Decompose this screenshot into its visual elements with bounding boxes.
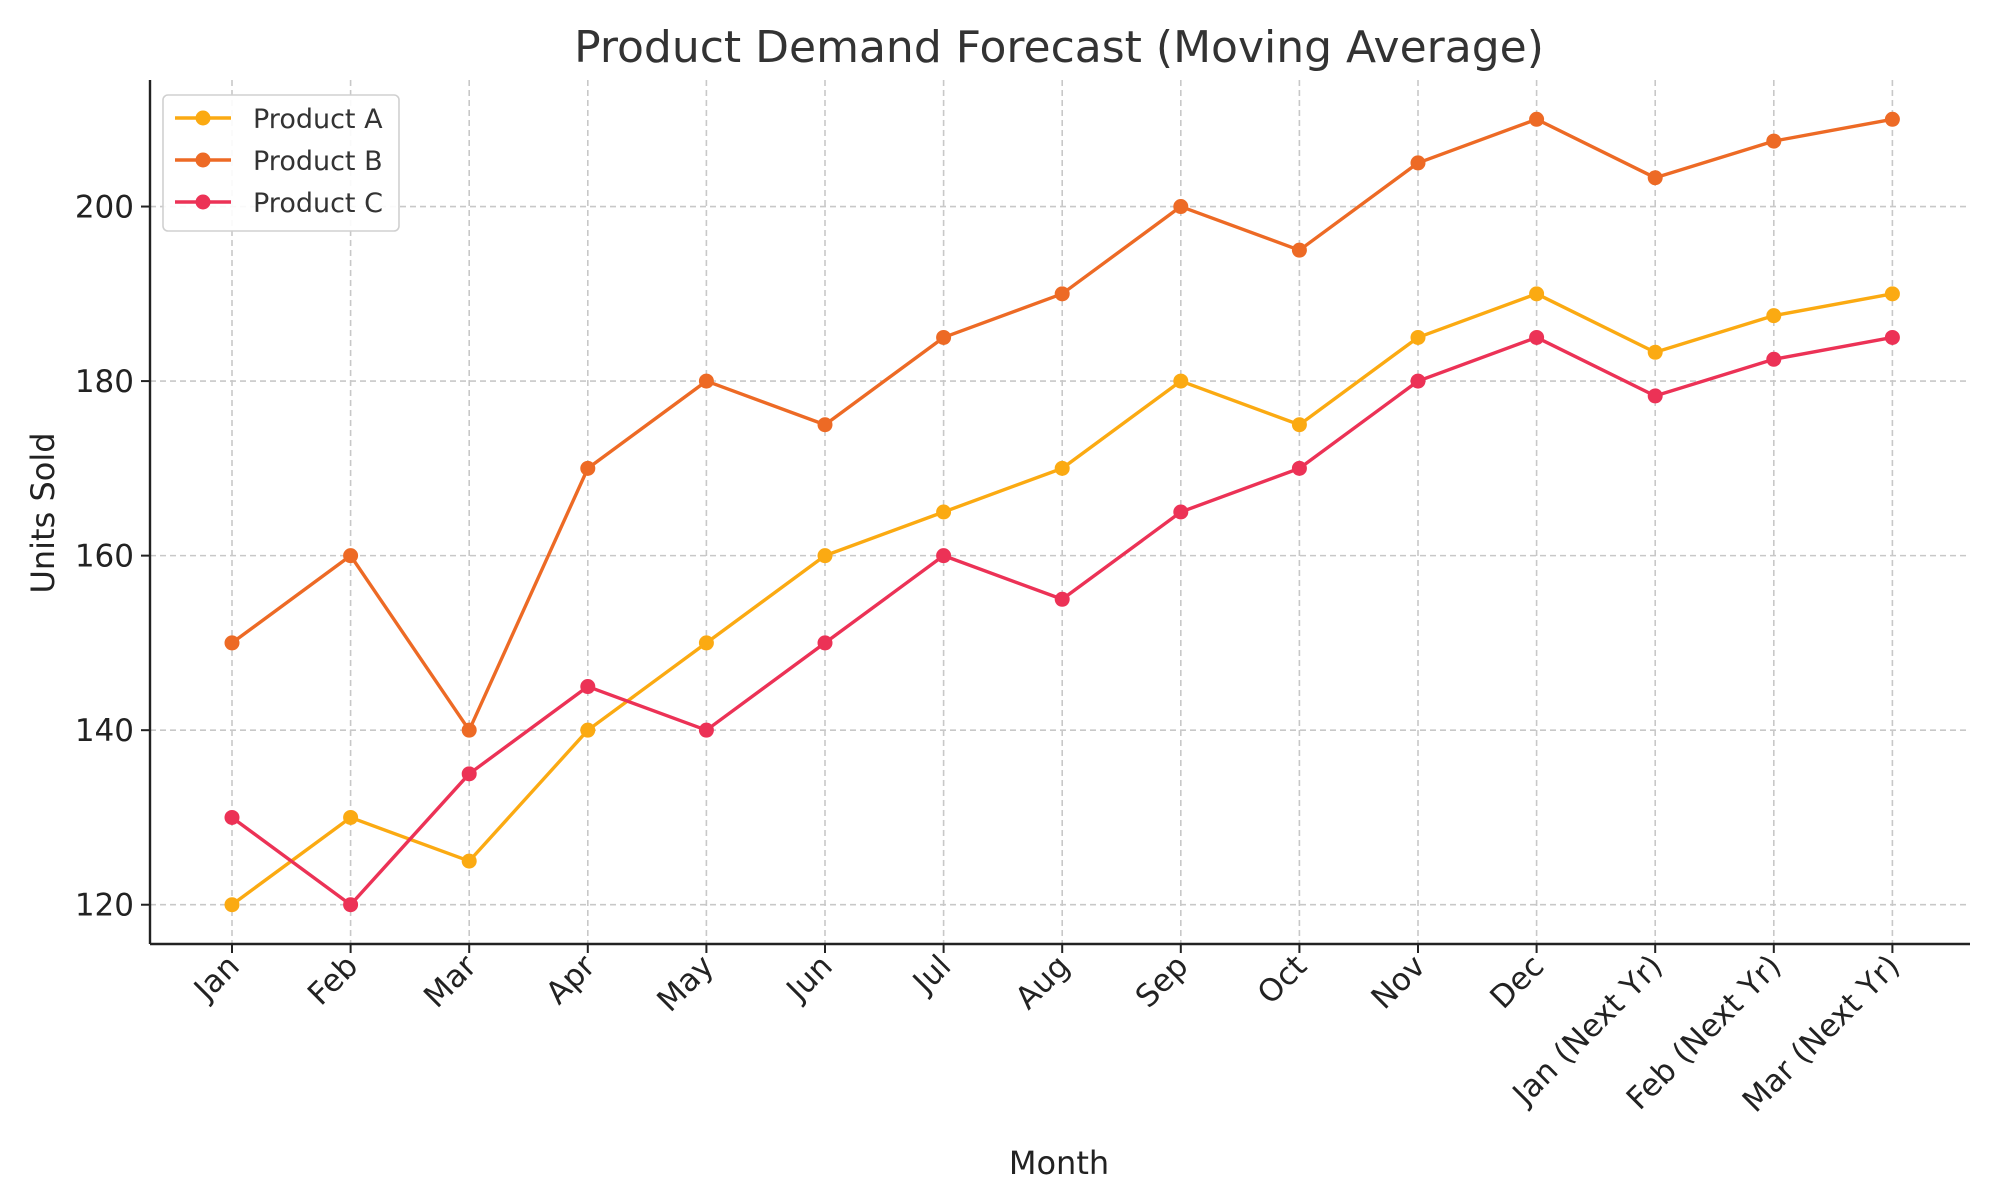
legend-swatch-marker xyxy=(195,152,211,168)
data-point xyxy=(1291,242,1307,258)
data-point xyxy=(1884,329,1900,345)
data-point xyxy=(1766,133,1782,149)
series-group xyxy=(224,329,1900,913)
data-point xyxy=(698,635,714,651)
data-point xyxy=(698,373,714,389)
data-point xyxy=(1054,591,1070,607)
data-point xyxy=(1173,199,1189,215)
x-tick-label: Jun xyxy=(779,948,840,1009)
x-tick-label: Mar xyxy=(417,948,484,1015)
data-point xyxy=(1173,504,1189,520)
data-point xyxy=(1884,286,1900,302)
series-group xyxy=(224,286,1900,913)
data-point xyxy=(580,460,596,476)
legend-label: Product A xyxy=(253,104,383,135)
x-tick-label: Oct xyxy=(1251,948,1314,1011)
series-group xyxy=(224,111,1900,738)
y-tick-label: 120 xyxy=(75,888,134,924)
legend-label: Product B xyxy=(253,146,383,177)
data-point xyxy=(580,679,596,695)
data-point xyxy=(461,853,477,869)
y-tick-label: 200 xyxy=(75,190,134,226)
x-axis-label: Month xyxy=(1009,1144,1109,1182)
x-tick-label: Jan xyxy=(186,948,247,1009)
legend-swatch-marker xyxy=(195,110,211,126)
data-point xyxy=(936,329,952,345)
legend-swatch-marker xyxy=(195,194,211,210)
data-point xyxy=(343,897,359,913)
x-tick-label: Apr xyxy=(539,948,603,1012)
data-point xyxy=(224,897,240,913)
data-point xyxy=(1529,286,1545,302)
data-point xyxy=(1410,373,1426,389)
data-point xyxy=(1291,417,1307,433)
legend-frame xyxy=(162,94,400,232)
data-point xyxy=(1647,170,1663,186)
y-tick-label: 160 xyxy=(75,539,134,575)
x-tick-label: Aug xyxy=(1009,948,1077,1016)
x-tick-label: Nov xyxy=(1364,948,1432,1016)
y-tick-label: 140 xyxy=(75,713,134,749)
data-point xyxy=(698,722,714,738)
data-point xyxy=(343,548,359,564)
data-point xyxy=(461,766,477,782)
data-point xyxy=(1410,155,1426,171)
data-point xyxy=(224,635,240,651)
data-point xyxy=(1766,308,1782,324)
data-point xyxy=(343,809,359,825)
data-point xyxy=(461,722,477,738)
data-point xyxy=(817,548,833,564)
data-point xyxy=(1766,351,1782,367)
data-point xyxy=(1291,460,1307,476)
ticks: Jan Feb Mar Apr May Jun Jul Aug Sep Oct Nov DecJan … xyxy=(75,190,1907,1120)
data-point xyxy=(817,417,833,433)
x-tick-label: May xyxy=(650,948,721,1019)
data-point xyxy=(1529,329,1545,345)
x-tick-label: Jul xyxy=(905,948,958,1001)
data-point xyxy=(936,504,952,520)
x-tick-label: Feb xyxy=(301,948,365,1012)
x-tick-label: Sep xyxy=(1129,948,1196,1015)
data-point xyxy=(224,809,240,825)
y-tick-label: 180 xyxy=(75,364,134,400)
data-point xyxy=(1054,286,1070,302)
data-point xyxy=(580,722,596,738)
data-point xyxy=(1529,111,1545,127)
data-point xyxy=(1173,373,1189,389)
data-point xyxy=(1884,111,1900,127)
data-point xyxy=(936,548,952,564)
chart-title: Product Demand Forecast (Moving Average) xyxy=(574,22,1544,73)
data-point xyxy=(817,635,833,651)
y-axis-label: Units Sold xyxy=(24,432,62,593)
axes xyxy=(148,80,1970,946)
grid xyxy=(150,80,1970,944)
data-point xyxy=(1410,329,1426,345)
data-point xyxy=(1054,460,1070,476)
x-tick-label: Dec xyxy=(1483,948,1551,1016)
data-point xyxy=(1647,388,1663,404)
series-lines xyxy=(224,111,1900,913)
legend-label: Product C xyxy=(253,188,383,219)
data-point xyxy=(1647,344,1663,360)
legend: Product A Product B Product C xyxy=(162,94,400,232)
